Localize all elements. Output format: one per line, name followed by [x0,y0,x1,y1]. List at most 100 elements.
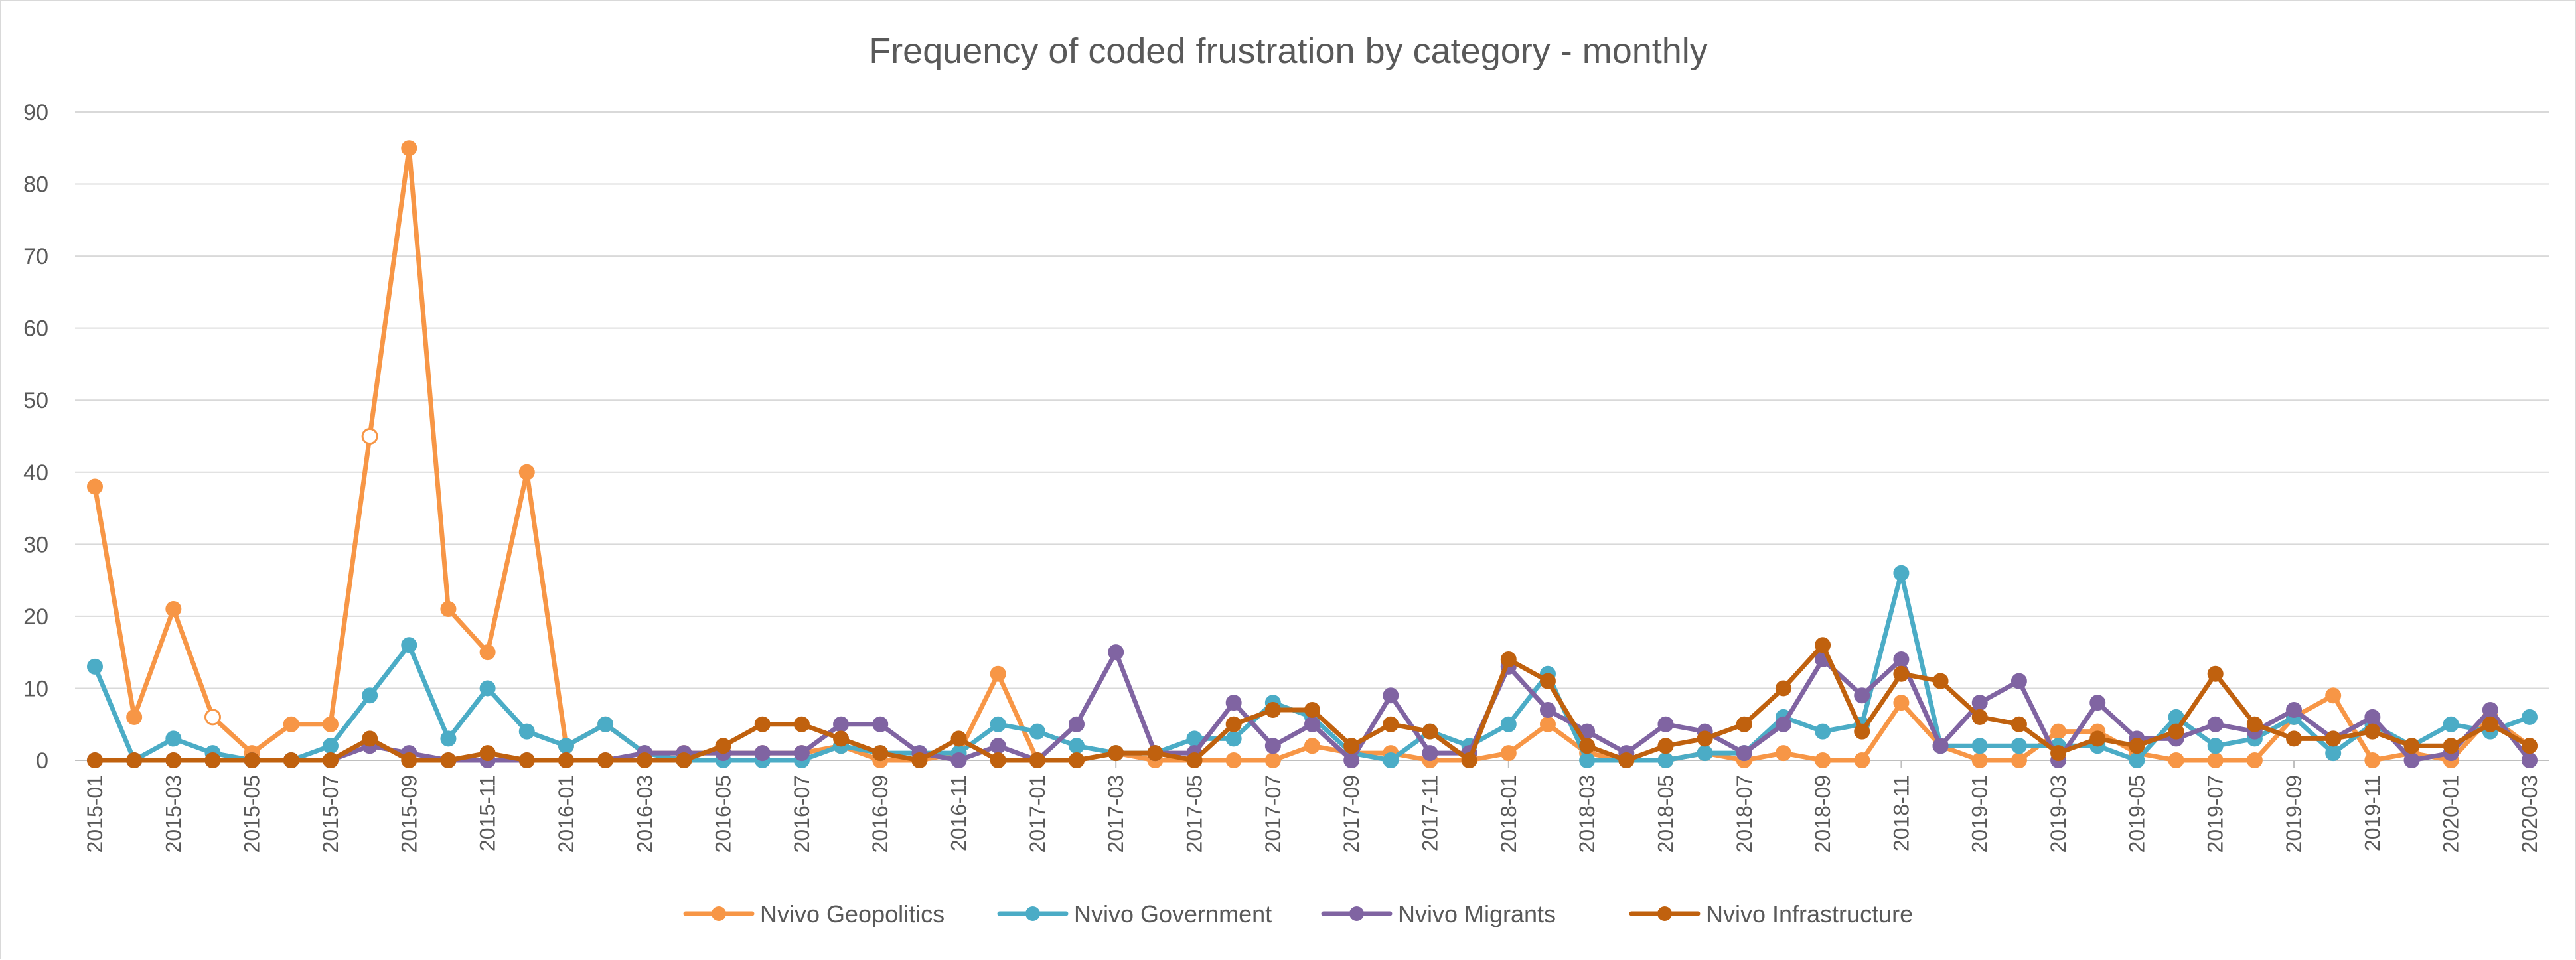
data-point [322,752,339,768]
chart-title: Frequency of coded frustration by catego… [869,31,1708,71]
data-point [1225,716,1242,732]
data-point [754,716,771,732]
data-point [362,687,378,704]
x-tick-label: 2017-01 [1025,775,1049,853]
data-point [833,730,850,747]
data-point [990,716,1006,732]
y-tick-label: 60 [23,316,48,342]
data-point [2129,752,2145,768]
data-point [1264,702,1281,719]
data-point [518,464,535,480]
legend: Nvivo Geopolitics Nvivo Government Nvivo M… [683,900,1913,927]
data-point [361,428,378,445]
data-point [2482,702,2498,719]
data-point [872,716,889,732]
x-tick-label: 2019-05 [2125,775,2149,853]
data-point [2207,752,2224,768]
data-point [1500,716,1517,732]
data-point [1069,752,1085,768]
data-point [2089,695,2106,711]
data-point [1225,730,1242,747]
x-tick-label: 2019-11 [2360,775,2384,851]
data-point [2168,723,2184,740]
series-nvivo-infrastructure [87,637,2538,768]
data-point [1657,716,1674,732]
data-point [1815,723,1831,740]
data-point [1618,752,1635,768]
data-point [1736,745,1752,762]
data-point [1069,738,1085,754]
data-point [87,478,103,495]
data-point [2522,738,2538,754]
data-point [1815,752,1831,768]
data-point [401,752,417,768]
data-point [950,730,967,747]
x-tick-label: 2018-09 [1811,775,1835,853]
data-point [1343,738,1360,754]
data-point [1854,752,1870,768]
data-point [2325,730,2342,747]
data-point [1775,680,1791,697]
data-point [322,716,339,732]
data-point [990,738,1006,754]
data-point [1304,716,1320,732]
data-point [597,752,614,768]
data-point [2050,745,2067,762]
series-line [92,145,2532,763]
x-tick-label: 2017-11 [1418,775,1442,851]
data-point [401,140,417,157]
data-point [1697,745,1713,762]
data-point [479,644,496,661]
x-tick-label: 2017-03 [1104,775,1128,853]
series-nvivo-geopolitics [87,140,2538,768]
data-point [2207,716,2224,732]
gridlines [75,111,2549,761]
data-point [2246,716,2263,732]
x-axis-tick-labels: 2015-01 2015-03 2015-05 2015-07 2015-09 2015-… [83,760,2541,853]
data-point [1500,745,1517,762]
data-point [2325,745,2342,762]
data-point [1893,695,1910,711]
legend-label: Nvivo Infrastructure [1706,900,1913,927]
legend-item: Nvivo Infrastructure [1629,900,1913,927]
data-point [1775,745,1791,762]
data-point [126,709,143,725]
data-point [2286,702,2303,719]
x-tick-label: 2019-01 [1968,775,1992,853]
data-point [2443,738,2459,754]
data-point [558,738,574,754]
data-point [558,752,574,768]
series-lines [87,140,2538,768]
data-point [2129,738,2145,754]
data-point [2010,673,2027,689]
legend-swatch-marker [1657,906,1672,921]
data-point [2364,752,2381,768]
data-point [204,752,221,768]
data-point [401,637,417,653]
x-tick-label: 2016-09 [868,775,892,853]
y-tick-label: 50 [23,388,48,413]
data-point [87,752,103,768]
data-point [362,730,378,747]
x-tick-label: 2015-09 [397,775,421,853]
x-tick-label: 2016-01 [554,775,578,853]
data-point [322,738,339,754]
data-point [2010,752,2027,768]
data-point [2482,716,2498,732]
data-point [1383,716,1399,732]
x-tick-label: 2018-07 [1732,775,1756,853]
data-point [950,752,967,768]
y-tick-label: 0 [36,748,48,774]
x-tick-label: 2015-05 [240,775,264,853]
data-point [518,723,535,740]
data-point [2089,730,2106,747]
data-point [1854,687,1870,704]
legend-swatch-marker [712,906,726,921]
legend-swatch-marker [1025,906,1040,921]
x-tick-label: 2015-07 [319,775,342,853]
legend-swatch-marker [1349,906,1364,921]
data-point [833,716,850,732]
y-tick-label: 30 [23,532,48,557]
data-point [1815,637,1831,653]
